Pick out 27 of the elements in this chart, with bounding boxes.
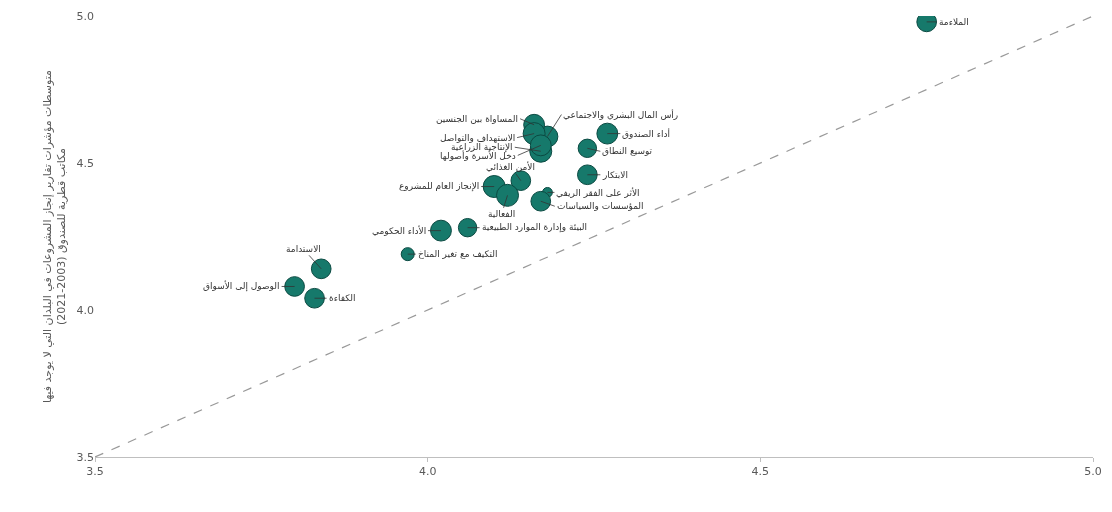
- annotation: البيئة وإدارة الموارد الطبيعية: [482, 222, 588, 233]
- annotation: الملاءمة: [939, 17, 969, 27]
- annotation: الفعالية: [488, 209, 516, 219]
- annotation: الاستدامة: [286, 244, 321, 254]
- annotation: الوصول إلى الأسواق: [203, 280, 280, 292]
- y-tick-label: 4.0: [76, 303, 94, 317]
- annotation: الأداء الحكومي: [372, 225, 427, 236]
- annotation: أداء الصندوق: [622, 128, 670, 139]
- annotation: الأثر على الفقر الريفي: [556, 187, 640, 198]
- annotation: توسيع النطاق: [602, 146, 653, 156]
- annotation: الابتكار: [602, 170, 628, 180]
- x-tick-label: 4.0: [418, 465, 437, 479]
- annotation: المؤسسات والسياسات: [557, 201, 644, 211]
- y-tick-label: 4.5: [76, 156, 94, 170]
- annotation: رأس المال البشري والاجتماعي: [563, 109, 679, 120]
- x-tick-label: 5.0: [1084, 465, 1102, 479]
- annotation: الكفاءة: [329, 293, 356, 303]
- y-axis-title: متوسطات مؤشرات تقارير إنجاز المشروعات في البلدان التي لا يوجد فيها مكاتب قطرية للصندوق (2003-2021): [40, 69, 69, 403]
- y-tick-label: 5.0: [76, 9, 94, 23]
- y-tick-label: 3.5: [76, 450, 94, 464]
- annotation: الإنجاز العام للمشروع: [399, 181, 480, 192]
- annotation: الاستهداف والتواصل: [440, 133, 516, 143]
- annotation: التكيف مع تغير المناخ: [418, 249, 498, 259]
- x-tick-label: 3.5: [86, 465, 104, 479]
- annotation: المساواة بين الجنسين: [436, 114, 518, 124]
- x-tick-label: 4.5: [751, 465, 770, 479]
- annotation: الأمن الغذائي: [486, 161, 535, 172]
